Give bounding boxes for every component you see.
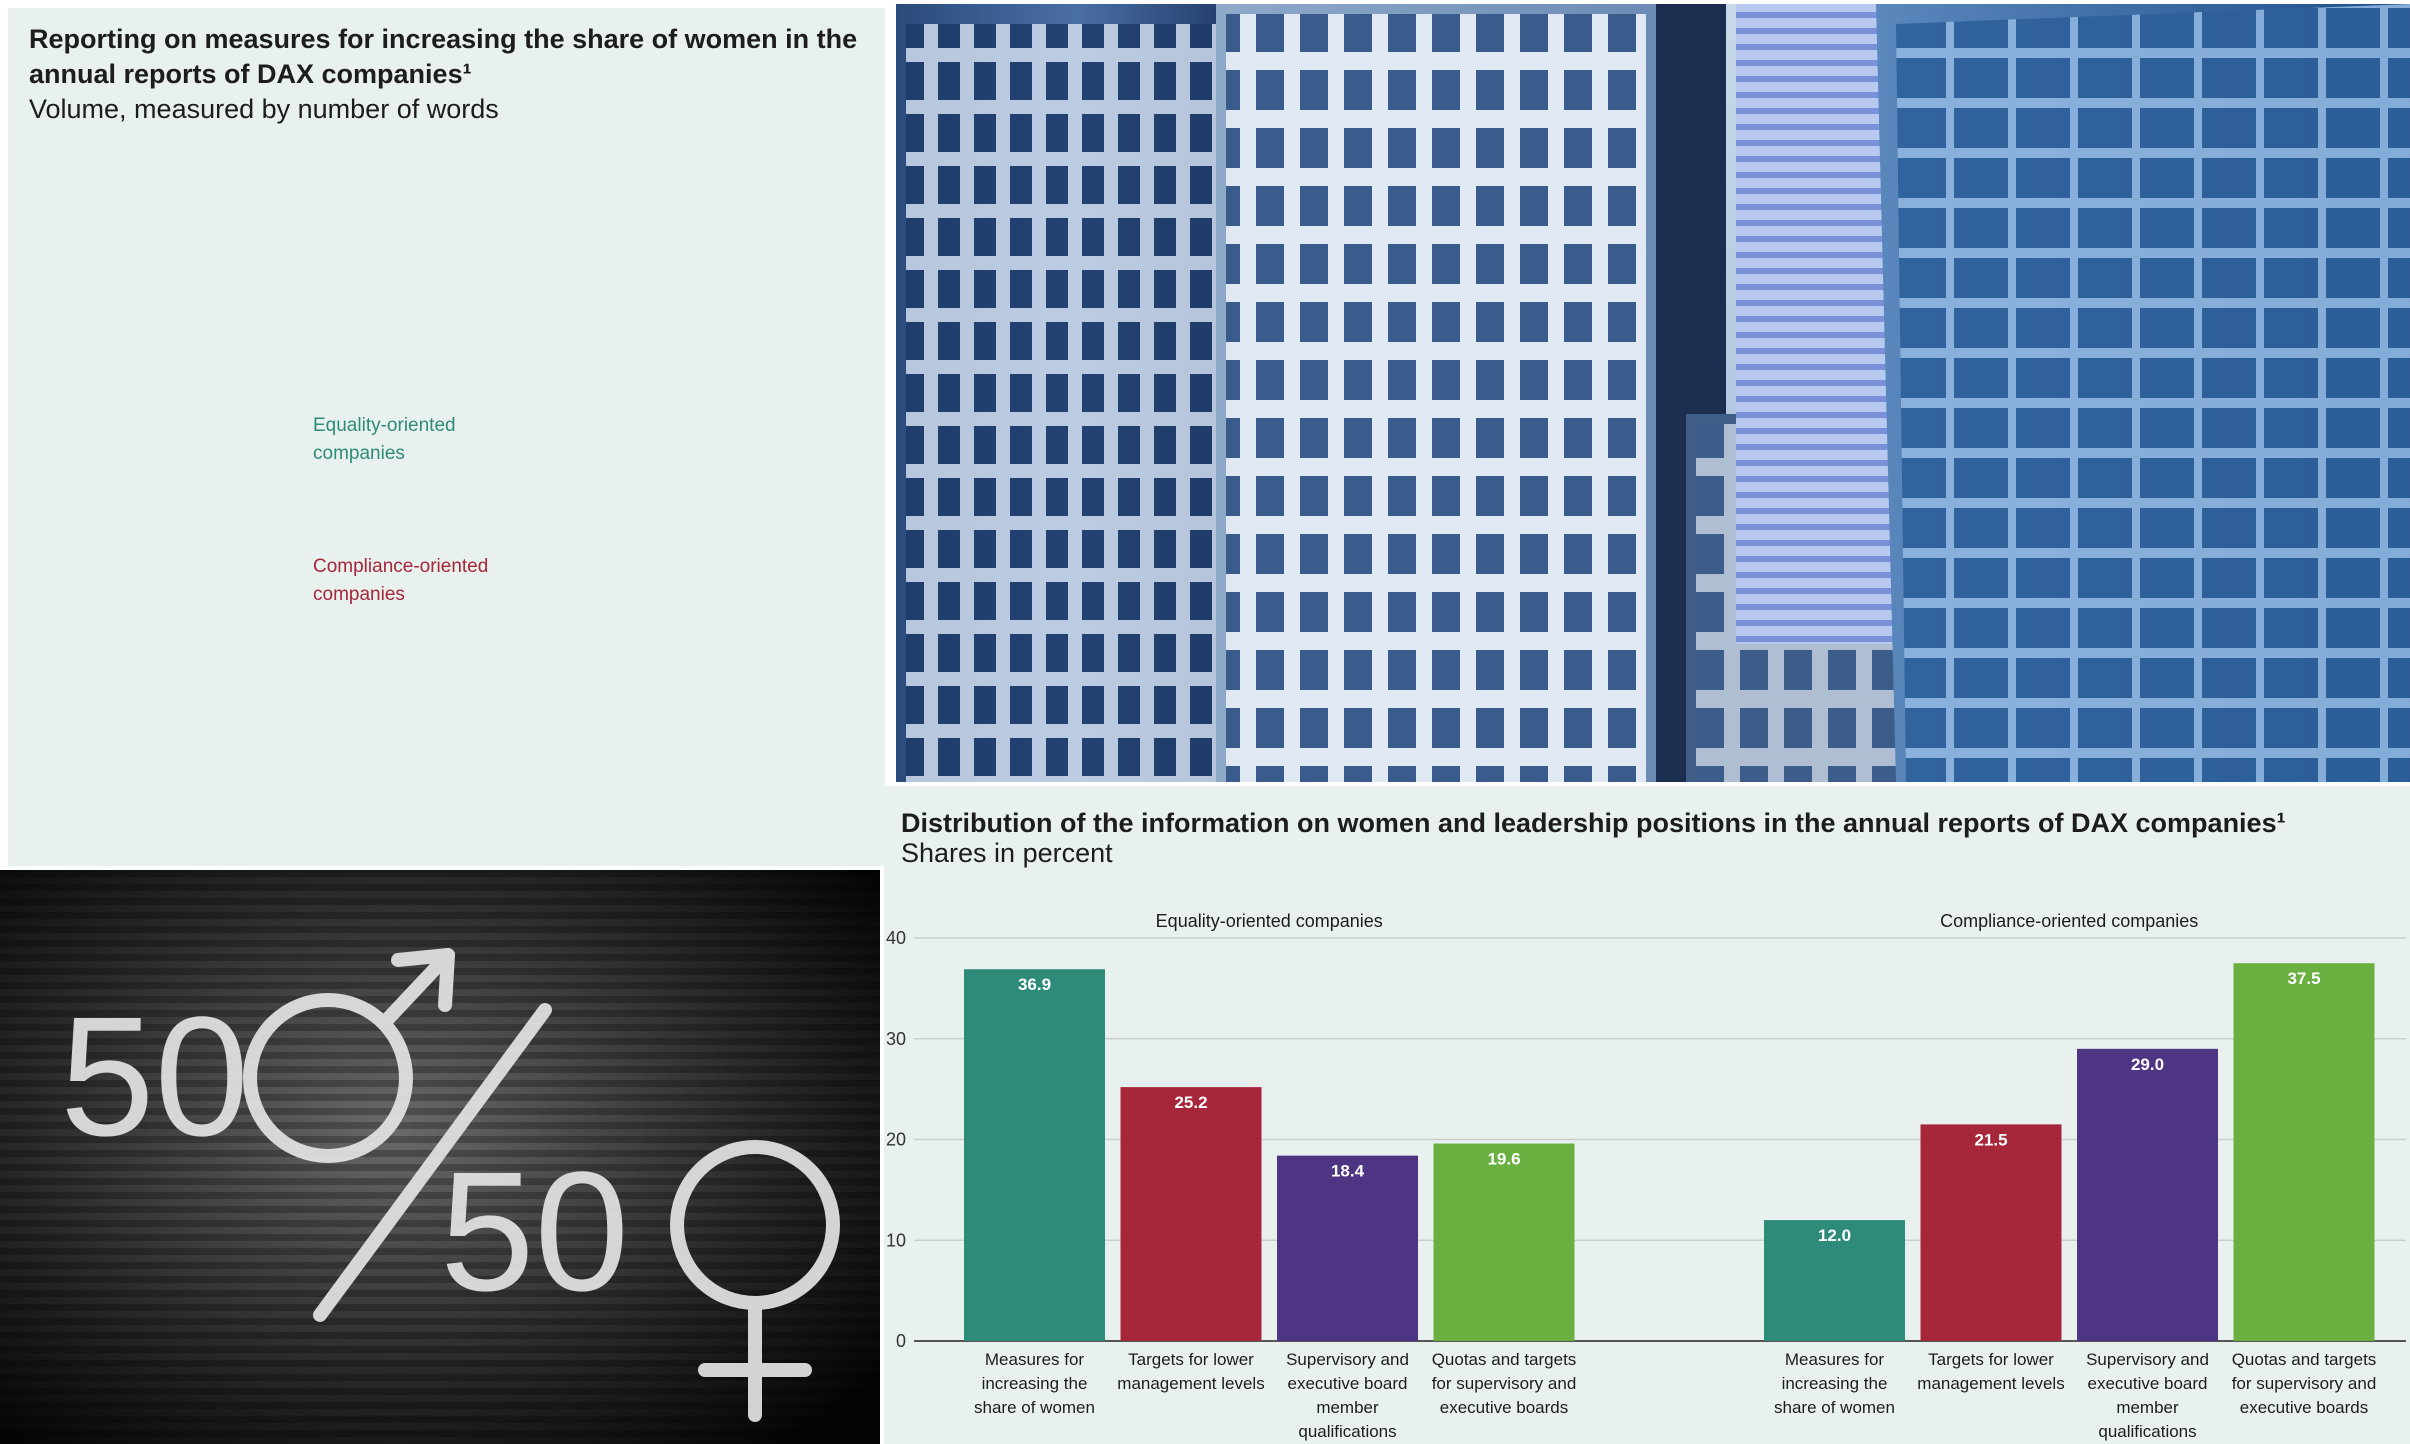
bar-chart-title: Distribution of the information on women… xyxy=(901,808,2286,838)
category-label: Measures for increasing the share of women xyxy=(1774,1350,1895,1417)
office-buildings-illustration xyxy=(896,4,2410,782)
bar-chart: 0 10 20 30 40 Equality-oriented companies Com… xyxy=(886,911,2406,1441)
y-tick-label: 10 xyxy=(886,1230,906,1250)
category-label: Quotas and targets for supervisory and exe… xyxy=(2232,1350,2377,1417)
category-label: Measures for increasing the share of women xyxy=(974,1350,1095,1417)
left-fifty-text: 50 xyxy=(60,982,249,1172)
bar xyxy=(1764,1220,1905,1341)
bar-value-label: 29.0 xyxy=(2131,1055,2164,1074)
category-label-line: increasing the xyxy=(982,1374,1088,1393)
bar-value-label: 19.6 xyxy=(1487,1150,1520,1169)
group-label: Equality-oriented companies xyxy=(1156,911,1383,931)
category-label-line: Measures for xyxy=(985,1350,1085,1369)
category-label: Quotas and targets for supervisory and exe… xyxy=(1432,1350,1577,1417)
bar xyxy=(2077,1048,2218,1341)
y-tick-label: 30 xyxy=(886,1029,906,1049)
line-chart-panel: Reporting on measures for increasing the… xyxy=(8,8,885,866)
category-label-line: qualifications xyxy=(2098,1422,2196,1441)
y-tick-label: 0 xyxy=(896,1331,906,1351)
group-label: Compliance-oriented companies xyxy=(1940,911,2198,931)
compliance-label-line-1: Compliance-oriented xyxy=(313,556,488,577)
category-label-line: management levels xyxy=(1917,1374,2064,1393)
category-label-line: executive boards xyxy=(1440,1398,1569,1417)
category-label-line: share of women xyxy=(1774,1398,1895,1417)
category-label: Targets for lower management levels xyxy=(1117,1350,1264,1393)
bar-value-label: 12.0 xyxy=(1818,1226,1851,1245)
y-tick-label: 40 xyxy=(886,928,906,948)
fifty-fifty-illustration: 50 50 xyxy=(0,870,880,1444)
category-label-line: Targets for lower xyxy=(1928,1350,2054,1369)
bar-value-label: 37.5 xyxy=(2287,969,2320,988)
line-chart: Equality-oriented companies Compliance-o… xyxy=(313,415,494,605)
category-label-line: member xyxy=(2116,1398,2179,1417)
category-label-line: management levels xyxy=(1117,1374,1264,1393)
right-fifty-text: 50 xyxy=(440,1137,629,1327)
male-symbol-icon xyxy=(243,993,413,1163)
bar-chart-subtitle: Shares in percent xyxy=(901,838,1113,868)
bar xyxy=(1120,1087,1262,1341)
category-label-line: qualifications xyxy=(1298,1422,1396,1441)
category-label-line: executive board xyxy=(2087,1374,2207,1393)
category-label: Supervisory and executive board member qual… xyxy=(1286,1350,1409,1441)
line-chart-subtitle: Volume, measured by number of words xyxy=(29,94,499,124)
category-label-line: Quotas and targets xyxy=(1432,1350,1577,1369)
bar-value-label: 18.4 xyxy=(1331,1162,1365,1181)
bar xyxy=(1433,1143,1575,1341)
category-label-line: member xyxy=(1316,1398,1379,1417)
category-label-line: for supervisory and xyxy=(2232,1374,2377,1393)
category-label-line: for supervisory and xyxy=(1432,1374,1577,1393)
bar xyxy=(964,969,1105,1341)
category-label: Targets for lower management levels xyxy=(1917,1350,2064,1393)
bar-chart-panel: Distribution of the information on women… xyxy=(884,786,2410,1444)
equality-label-line-2: companies xyxy=(313,443,405,464)
bar xyxy=(1277,1155,1418,1341)
bar-value-label: 21.5 xyxy=(1974,1130,2007,1149)
category-label-line: increasing the xyxy=(1782,1374,1888,1393)
equality-label-line-1: Equality-oriented xyxy=(313,415,456,436)
category-label-line: executive boards xyxy=(2240,1398,2369,1417)
category-label-line: Supervisory and xyxy=(2086,1350,2209,1369)
bar xyxy=(2233,963,2375,1341)
category-label: Supervisory and executive board member qual… xyxy=(2086,1350,2209,1441)
bar xyxy=(1920,1124,2062,1341)
gender-equality-photo: 50 50 xyxy=(0,870,880,1444)
category-label-line: executive board xyxy=(1287,1374,1407,1393)
bar-value-label: 36.9 xyxy=(1018,975,1051,994)
compliance-label-line-2: companies xyxy=(313,584,405,605)
category-label-line: share of women xyxy=(974,1398,1095,1417)
category-label-line: Supervisory and xyxy=(1286,1350,1409,1369)
line-chart-title: Reporting on measures for increasing the… xyxy=(29,24,858,89)
y-tick-label: 20 xyxy=(886,1130,906,1150)
compliance-series-label: Compliance-oriented companies xyxy=(313,556,494,605)
office-buildings-photo xyxy=(896,4,2410,782)
category-label-line: Quotas and targets xyxy=(2232,1350,2377,1369)
category-label-line: Measures for xyxy=(1785,1350,1885,1369)
bar-value-label: 25.2 xyxy=(1174,1093,1207,1112)
category-label-line: Targets for lower xyxy=(1128,1350,1254,1369)
equality-series-label: Equality-oriented companies xyxy=(313,415,461,464)
slash-mark xyxy=(313,1003,552,1322)
